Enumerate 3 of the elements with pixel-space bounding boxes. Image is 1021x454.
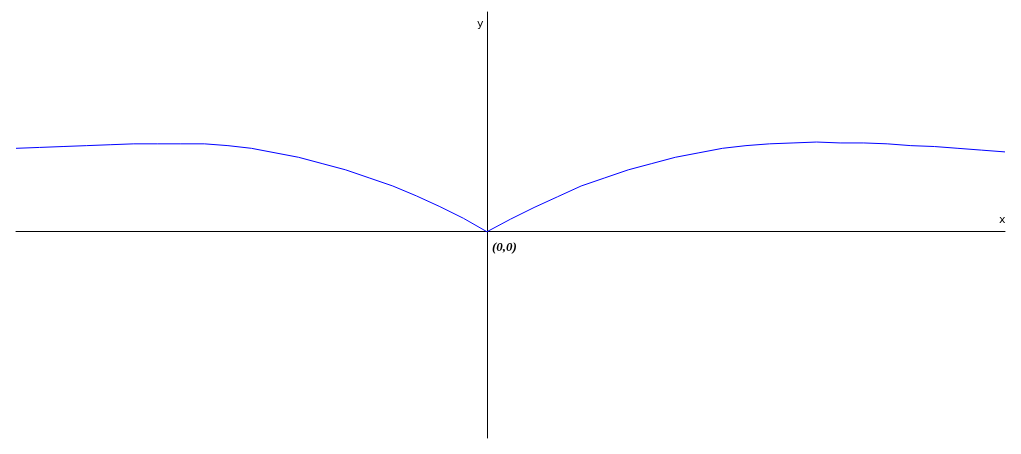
x-axis-title: x <box>999 212 1006 226</box>
text: (0,0) <box>491 238 517 254</box>
text: y <box>476 17 484 30</box>
